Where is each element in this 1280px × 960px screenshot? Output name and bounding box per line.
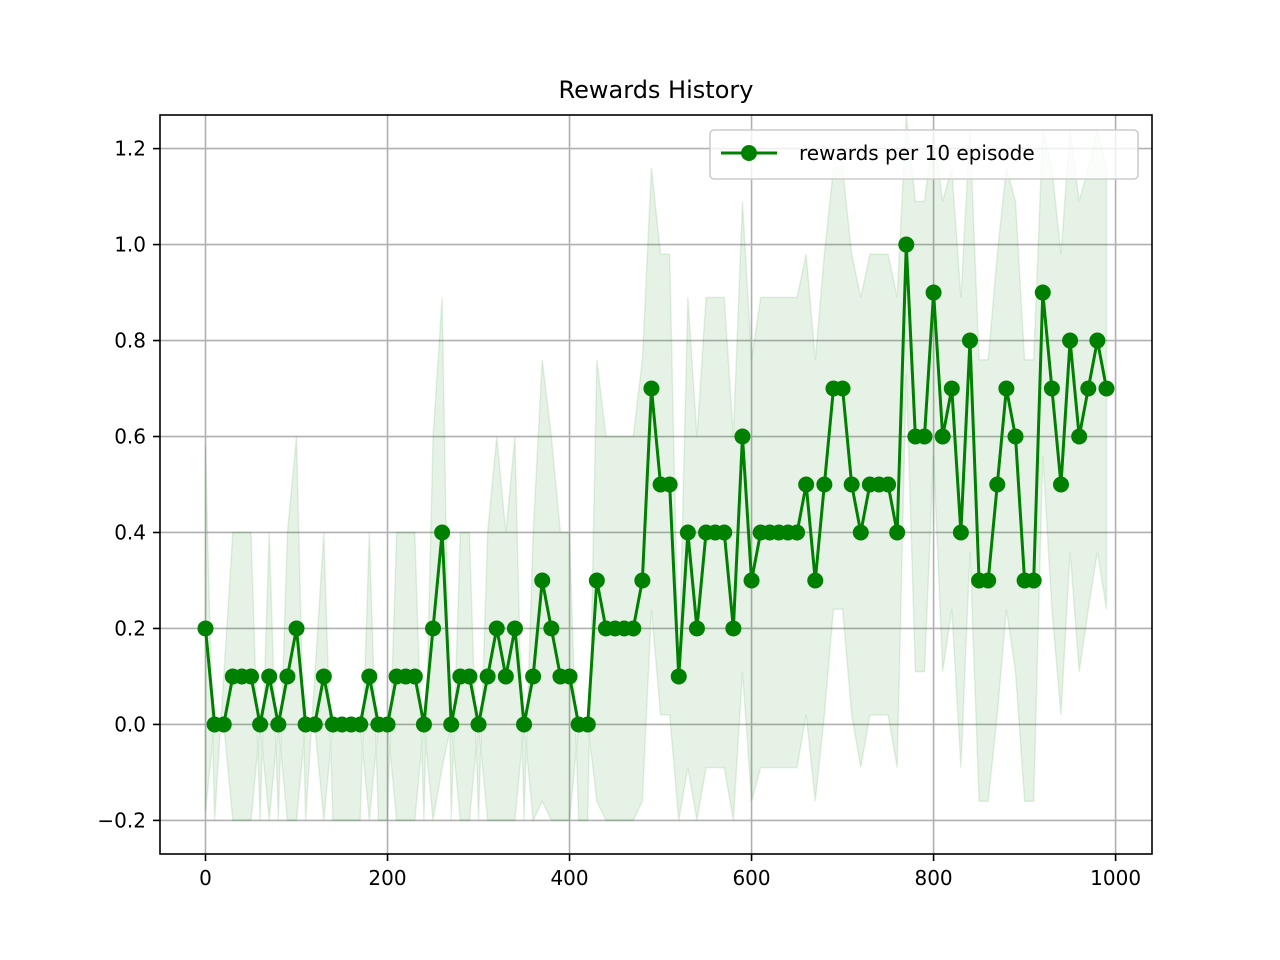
data-point [807, 572, 824, 589]
data-point [634, 572, 651, 589]
data-point [625, 620, 642, 637]
data-point [561, 668, 578, 685]
data-point [506, 620, 523, 637]
y-axis: −0.2 0.0 0.2 0.4 0.6 0.8 1.0 1.2 [97, 137, 160, 832]
data-point [379, 716, 396, 733]
data-point [1052, 476, 1069, 493]
x-tick-label: 200 [368, 866, 406, 890]
y-tick-label: 0.4 [114, 520, 146, 544]
data-point [315, 668, 332, 685]
data-point [743, 572, 760, 589]
data-point [516, 716, 533, 733]
chart-title: Rewards History [559, 76, 754, 104]
data-point [534, 572, 551, 589]
x-axis: 0 200 400 600 800 1000 [199, 854, 1141, 890]
data-point [270, 716, 287, 733]
x-tick-label: 600 [732, 866, 770, 890]
data-point [443, 716, 460, 733]
data-point [434, 524, 451, 541]
data-point [989, 476, 1006, 493]
data-point [679, 524, 696, 541]
data-point [470, 716, 487, 733]
marker-layer [197, 236, 1115, 733]
data-point [852, 524, 869, 541]
data-point [261, 668, 278, 685]
data-point [1062, 332, 1079, 349]
data-point [688, 620, 705, 637]
data-point [1098, 380, 1115, 397]
data-point [215, 716, 232, 733]
data-point [1080, 380, 1097, 397]
data-point [980, 572, 997, 589]
data-point [361, 668, 378, 685]
data-point [1025, 572, 1042, 589]
data-point [725, 620, 742, 637]
data-point [243, 668, 260, 685]
data-point [525, 668, 542, 685]
data-point [252, 716, 269, 733]
data-point [789, 524, 806, 541]
legend-label: rewards per 10 episode [799, 141, 1035, 165]
y-tick-label: 0.6 [114, 425, 146, 449]
data-point [661, 476, 678, 493]
x-tick-label: 0 [199, 866, 212, 890]
data-point [934, 428, 951, 445]
data-point [425, 620, 442, 637]
y-tick-label: 1.0 [114, 233, 146, 257]
data-point [670, 668, 687, 685]
y-tick-label: 1.2 [114, 137, 146, 161]
y-tick-label: 0.8 [114, 329, 146, 353]
legend-box [709, 129, 1139, 180]
data-point [579, 716, 596, 733]
x-tick-label: 400 [550, 866, 588, 890]
data-point [1089, 332, 1106, 349]
data-point [479, 668, 496, 685]
y-tick-label: 0.2 [114, 616, 146, 640]
data-point [880, 476, 897, 493]
data-point [306, 716, 323, 733]
data-point [543, 620, 560, 637]
data-point [998, 380, 1015, 397]
x-tick-label: 1000 [1090, 866, 1141, 890]
y-tick-label: 0.0 [114, 712, 146, 736]
data-point [925, 284, 942, 301]
data-point [952, 524, 969, 541]
data-point [1071, 428, 1088, 445]
data-point [843, 476, 860, 493]
data-point [716, 524, 733, 541]
data-point [734, 428, 751, 445]
x-tick-label: 800 [914, 866, 952, 890]
data-point [1034, 284, 1051, 301]
y-tick-label: −0.2 [97, 808, 146, 832]
data-point [461, 668, 478, 685]
data-point [197, 620, 214, 637]
data-point [279, 668, 296, 685]
data-point [1007, 428, 1024, 445]
data-point [497, 668, 514, 685]
data-point [288, 620, 305, 637]
data-point [898, 236, 915, 253]
data-point [643, 380, 660, 397]
legend-marker-swatch [741, 145, 757, 161]
plot-frame [159, 114, 1153, 855]
data-point [943, 380, 960, 397]
data-point [588, 572, 605, 589]
data-point [816, 476, 833, 493]
data-point [352, 716, 369, 733]
data-point [834, 380, 851, 397]
data-point [415, 716, 432, 733]
data-point [406, 668, 423, 685]
data-point [961, 332, 978, 349]
data-point [916, 428, 933, 445]
data-point [798, 476, 815, 493]
data-point [889, 524, 906, 541]
data-point [1043, 380, 1060, 397]
data-point [488, 620, 505, 637]
legend: rewards per 10 episode [709, 129, 1139, 180]
